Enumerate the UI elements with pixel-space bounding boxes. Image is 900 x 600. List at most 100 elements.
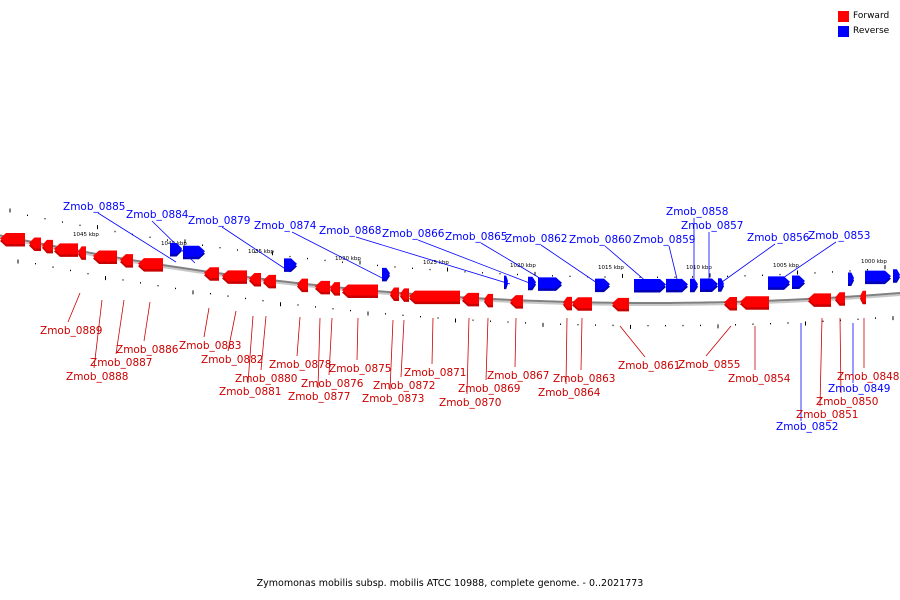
forward-gene[interactable] — [297, 278, 308, 293]
gene-label[interactable]: Zmob_0887 — [90, 357, 152, 369]
gene-label[interactable]: Zmob_0854 — [728, 373, 791, 385]
gene-label[interactable]: Zmob_0852 — [776, 421, 838, 433]
gene-label[interactable]: Zmob_0877 — [288, 391, 350, 403]
forward-gene[interactable] — [78, 246, 86, 260]
leader-line — [839, 317, 842, 394]
reverse-gene[interactable] — [848, 272, 854, 287]
gene-label[interactable]: Zmob_0878 — [269, 359, 331, 371]
gene-label[interactable]: Zmob_0873 — [362, 393, 424, 405]
gene-label[interactable]: Zmob_0862 — [505, 233, 567, 245]
forward-gene[interactable] — [724, 296, 737, 311]
gene-label[interactable]: Zmob_0872 — [373, 380, 435, 392]
gene-label[interactable]: Zmob_0884 — [126, 209, 189, 221]
gene-label[interactable]: Zmob_0867 — [487, 370, 549, 382]
gene-label[interactable]: Zmob_0864 — [538, 387, 601, 399]
reverse-gene[interactable] — [595, 278, 610, 293]
reverse-gene[interactable] — [183, 245, 205, 260]
leader-line — [356, 317, 359, 361]
gene-label[interactable]: Zmob_0861 — [618, 360, 680, 372]
gene-label[interactable]: Zmob_0859 — [633, 234, 695, 246]
gene-arrow-body — [93, 250, 117, 262]
legend-reverse-label: Reverse — [853, 26, 890, 36]
reverse-gene[interactable] — [792, 275, 805, 289]
gene-label[interactable]: Zmob_0863 — [553, 373, 615, 385]
gene-arrow-body — [284, 258, 297, 270]
gene-label[interactable]: Zmob_0849 — [828, 383, 890, 395]
gene-label[interactable]: Zmob_0855 — [678, 359, 740, 371]
gene-label[interactable]: Zmob_0871 — [404, 367, 466, 379]
forward-gene[interactable] — [93, 250, 117, 264]
forward-gene[interactable] — [315, 280, 330, 295]
gene-label[interactable]: Zmob_0880 — [235, 373, 297, 385]
gene-arrow-body — [78, 246, 86, 258]
forward-gene[interactable] — [510, 295, 523, 309]
gene-label[interactable]: Zmob_0853 — [808, 230, 870, 242]
reverse-gene[interactable] — [170, 243, 182, 257]
forward-gene[interactable] — [390, 287, 399, 302]
reverse-gene[interactable] — [382, 267, 390, 282]
forward-gene[interactable] — [400, 288, 409, 302]
forward-gene[interactable] — [330, 282, 340, 296]
gene-arrow-body — [315, 280, 330, 292]
forward-gene[interactable] — [263, 274, 276, 289]
forward-gene[interactable] — [204, 267, 219, 281]
reverse-gene[interactable] — [768, 276, 790, 290]
reverse-gene[interactable] — [634, 279, 666, 293]
gene-label[interactable]: Zmob_0882 — [201, 354, 263, 366]
reverse-gene[interactable] — [893, 269, 900, 283]
forward-gene[interactable] — [835, 292, 845, 306]
forward-gene[interactable] — [484, 293, 493, 308]
forward-gene[interactable] — [572, 297, 592, 311]
gene-label[interactable]: Zmob_0876 — [301, 378, 364, 390]
gene-label[interactable]: Zmob_0848 — [837, 371, 899, 383]
forward-gene[interactable] — [120, 254, 133, 268]
reverse-gene[interactable] — [865, 270, 891, 285]
reverse-gene[interactable] — [504, 275, 508, 290]
gene-label[interactable]: Zmob_0866 — [382, 228, 445, 240]
reverse-gene[interactable] — [528, 276, 536, 291]
gene-label[interactable]: Zmob_0870 — [439, 397, 501, 409]
gene-label[interactable]: Zmob_0858 — [666, 206, 728, 218]
forward-gene[interactable] — [54, 243, 78, 257]
forward-gene[interactable] — [860, 290, 866, 305]
gene-label[interactable]: Zmob_0888 — [66, 371, 128, 383]
forward-gene[interactable] — [563, 296, 572, 311]
forward-gene[interactable] — [612, 297, 629, 312]
gene-label[interactable]: Zmob_0850 — [816, 396, 878, 408]
gene-label[interactable]: Zmob_0857 — [681, 220, 743, 232]
forward-gene[interactable] — [0, 232, 25, 247]
gene-label[interactable]: Zmob_0883 — [179, 340, 241, 352]
forward-gene[interactable] — [138, 258, 163, 272]
gene-label[interactable]: Zmob_0879 — [188, 215, 250, 227]
gene-label[interactable]: Zmob_0869 — [458, 383, 520, 395]
gene-label[interactable]: Zmob_0889 — [40, 325, 102, 337]
gene-label[interactable]: Zmob_0886 — [116, 344, 179, 356]
gene-label[interactable]: Zmob_0885 — [63, 201, 125, 213]
forward-gene[interactable] — [42, 239, 53, 254]
forward-gene[interactable] — [409, 290, 460, 305]
gene-label[interactable]: Zmob_0851 — [796, 409, 858, 421]
scale-label: 1045 kbp — [73, 232, 99, 238]
forward-gene[interactable] — [29, 237, 41, 251]
gene-label[interactable]: Zmob_0860 — [569, 234, 631, 246]
forward-gene[interactable] — [808, 293, 831, 307]
gene-label[interactable]: Zmob_0856 — [747, 232, 810, 244]
leader-line — [97, 212, 177, 263]
reverse-gene[interactable] — [284, 258, 297, 272]
gene-label[interactable]: Zmob_0865 — [445, 231, 507, 243]
gene-label[interactable]: Zmob_0868 — [319, 225, 381, 237]
reverse-gene[interactable] — [666, 278, 688, 293]
gene-label[interactable]: Zmob_0875 — [329, 363, 391, 375]
forward-gene[interactable] — [342, 284, 378, 299]
gene-arrow-body — [740, 296, 769, 308]
gene-label[interactable]: Zmob_0874 — [254, 220, 317, 232]
gene-label[interactable]: Zmob_0881 — [219, 386, 281, 398]
reverse-gene[interactable] — [690, 278, 698, 293]
forward-gene[interactable] — [249, 273, 261, 287]
reverse-gene[interactable] — [718, 278, 724, 292]
forward-gene[interactable] — [740, 296, 769, 310]
forward-gene[interactable] — [462, 292, 479, 307]
scale-label: 1030 kbp — [335, 256, 361, 262]
forward-gene[interactable] — [222, 270, 247, 284]
leader-line — [480, 242, 549, 284]
